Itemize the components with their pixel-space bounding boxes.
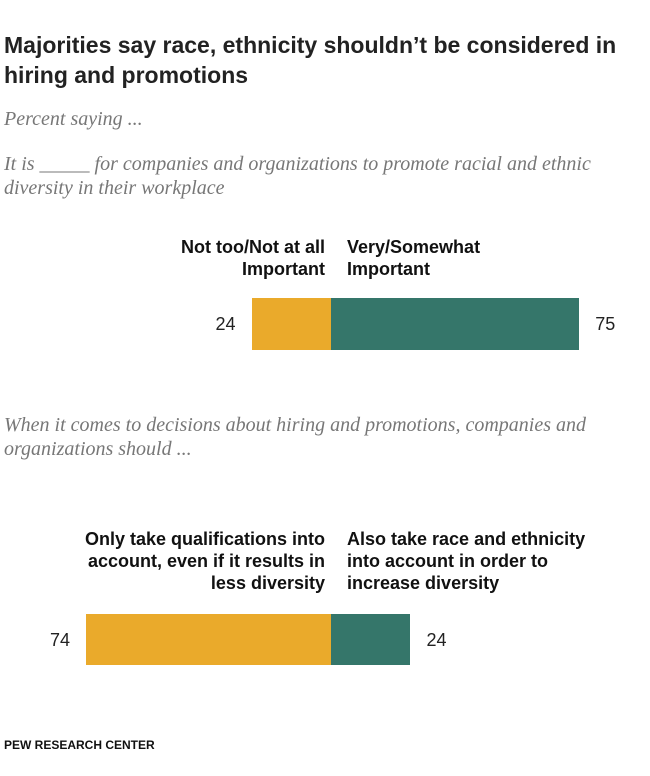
- subtitle: Percent saying ...: [4, 108, 143, 130]
- title: Majorities say race, ethnicity shouldn’t…: [4, 32, 617, 88]
- value-label: 24: [215, 314, 236, 334]
- bar: [251, 298, 331, 350]
- question: It is _____ for companies and organizati…: [4, 153, 591, 199]
- source: PEW RESEARCH CENTER: [4, 738, 155, 752]
- bar: [86, 614, 331, 665]
- value-label: 74: [50, 629, 71, 650]
- legend-label: Not too/Not at all Important: [181, 237, 325, 279]
- bar: [331, 298, 580, 350]
- legend-label: Very/Somewhat Important: [347, 237, 481, 279]
- question: When it comes to decisions about hiring …: [4, 414, 586, 460]
- value-label: 24: [426, 629, 447, 650]
- legend-label: Only take qualifications into account, e…: [84, 529, 325, 593]
- bar: [331, 614, 411, 665]
- value-label: 75: [595, 314, 616, 334]
- legend-label: Also take race and ethnicity into accoun…: [347, 529, 586, 593]
